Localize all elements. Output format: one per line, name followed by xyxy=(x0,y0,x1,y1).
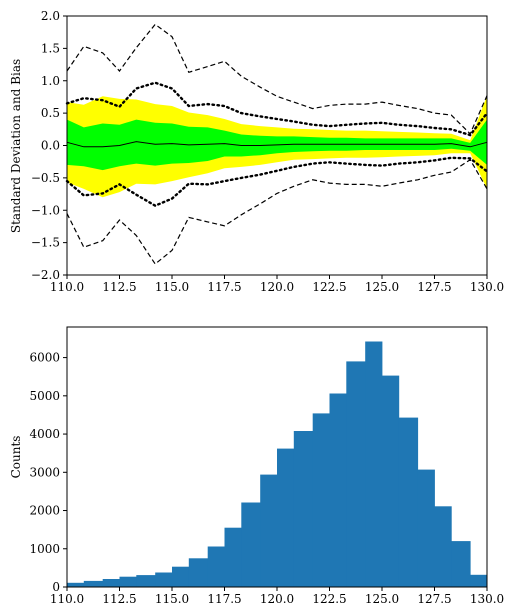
histogram-bar xyxy=(188,558,209,587)
histogram-bar xyxy=(172,566,190,587)
top-x-tick-label: 117.5 xyxy=(207,280,241,294)
bottom-y-tick-label: 4000 xyxy=(29,427,60,441)
top-y-tick-label: −0.5 xyxy=(31,171,60,185)
histogram-bar xyxy=(312,413,330,587)
bias-line xyxy=(66,141,488,148)
histogram-bar xyxy=(224,527,242,587)
histogram-bars xyxy=(67,341,488,587)
histogram-bar xyxy=(365,341,383,587)
histogram-bar xyxy=(451,541,471,587)
top-x-tick-label: 120.0 xyxy=(260,280,294,294)
bottom-y-tick-label: 3000 xyxy=(29,465,60,479)
histogram-bar xyxy=(277,448,295,587)
top-y-tick-label: −2.0 xyxy=(31,268,60,282)
histogram-bar xyxy=(417,469,435,587)
top-y-axis-label: Standard Deviation and Bias xyxy=(9,59,23,233)
top-y-ticks: 2.0 1.5 1.0 0.5 0.0 −0.5 −1.0 −1.5 −2.0 xyxy=(31,9,67,282)
top-x-tick-label: 110.0 xyxy=(50,280,84,294)
histogram-bar xyxy=(207,546,225,587)
bottom-y-tick-label: 6000 xyxy=(29,351,60,365)
top-x-ticks: 110.0 112.5 115.0 117.5 120.0 122.5 125.0 127.5… xyxy=(50,275,504,294)
top-x-tick-label: 127.5 xyxy=(417,280,451,294)
dotted-lower-line xyxy=(65,156,489,208)
histogram-bar xyxy=(470,574,488,587)
bottom-x-tick-label: 130.0 xyxy=(470,592,504,606)
top-x-tick-label: 125.0 xyxy=(365,280,399,294)
histogram-bar xyxy=(398,417,419,587)
histogram-bar xyxy=(293,431,314,587)
histogram-bar xyxy=(241,502,261,587)
top-y-tick-label: −1.5 xyxy=(31,236,60,250)
histogram-bar xyxy=(329,393,347,587)
top-y-tick-label: 0.5 xyxy=(41,106,60,120)
bottom-x-ticks: 110.0 112.5 115.0 117.5 120.0 122.5 125.0 127.5… xyxy=(50,587,504,606)
top-x-tick-label: 112.5 xyxy=(102,280,136,294)
top-y-tick-label: 2.0 xyxy=(41,9,60,23)
histogram-bar xyxy=(136,575,156,587)
bottom-y-tick-label: 5000 xyxy=(29,389,60,403)
histogram-bar xyxy=(83,580,104,587)
bottom-x-tick-label: 112.5 xyxy=(102,592,136,606)
top-x-tick-label: 115.0 xyxy=(155,280,189,294)
histogram-bar xyxy=(119,576,137,587)
bottom-x-tick-label: 125.0 xyxy=(365,592,399,606)
bottom-y-axis-label: Counts xyxy=(9,436,23,479)
top-y-tick-label: 1.0 xyxy=(41,74,60,88)
histogram-bar xyxy=(434,506,452,587)
bottom-y-tick-label: 2000 xyxy=(29,504,60,518)
bottom-y-tick-label: 0 xyxy=(52,580,60,594)
bottom-x-tick-label: 115.0 xyxy=(155,592,189,606)
top-y-tick-label: 0.0 xyxy=(41,139,60,153)
bottom-x-tick-label: 127.5 xyxy=(417,592,451,606)
histogram-bar xyxy=(102,579,120,587)
top-chart: 110.0 112.5 115.0 117.5 120.0 122.5 125.0 127.5… xyxy=(9,9,504,294)
bottom-y-tick-label: 1000 xyxy=(29,542,60,556)
bottom-x-tick-label: 110.0 xyxy=(50,592,84,606)
bottom-y-ticks: 0 1000 2000 3000 4000 5000 6000 xyxy=(29,351,67,594)
top-y-tick-label: −1.0 xyxy=(31,203,60,217)
histogram-bar xyxy=(346,361,366,587)
dashed-lower-line xyxy=(66,158,488,265)
top-x-tick-label: 130.0 xyxy=(470,280,504,294)
dotted-upper-line xyxy=(65,81,489,137)
bottom-x-tick-label: 120.0 xyxy=(260,592,294,606)
histogram-bar xyxy=(382,375,400,587)
top-y-tick-label: 1.5 xyxy=(41,41,60,55)
top-x-tick-label: 122.5 xyxy=(312,280,346,294)
bottom-x-tick-label: 122.5 xyxy=(312,592,346,606)
histogram-bar xyxy=(260,474,278,587)
histogram-bar xyxy=(155,572,173,587)
bottom-chart: 110.0 112.5 115.0 117.5 120.0 122.5 125.0 127.5… xyxy=(9,326,504,606)
bottom-x-tick-label: 117.5 xyxy=(207,592,241,606)
histogram-bar xyxy=(67,582,85,587)
